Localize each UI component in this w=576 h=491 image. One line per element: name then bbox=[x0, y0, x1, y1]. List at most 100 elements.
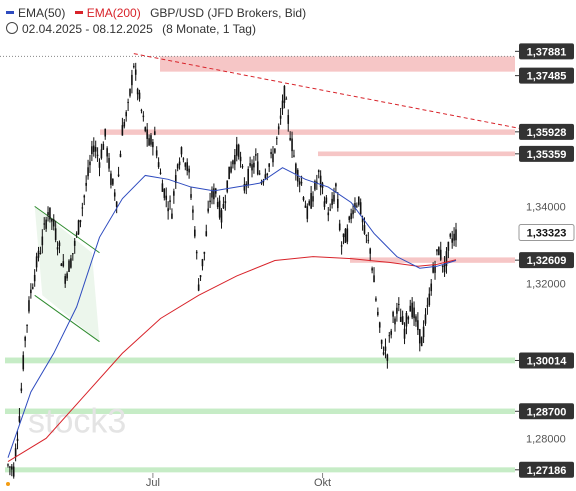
candle-body bbox=[173, 191, 175, 196]
level-label-box bbox=[519, 123, 574, 140]
candle-body bbox=[335, 183, 337, 187]
candle-body bbox=[92, 145, 95, 152]
resistance-zone-132609 bbox=[350, 257, 515, 263]
candle-body bbox=[234, 155, 236, 165]
candle-body bbox=[287, 115, 290, 124]
candle-body bbox=[451, 238, 453, 243]
candle-body bbox=[159, 172, 162, 174]
candle-body bbox=[155, 150, 158, 156]
candle-body bbox=[213, 188, 215, 200]
candle-body bbox=[407, 316, 410, 320]
candle-body bbox=[323, 201, 326, 207]
candle-body bbox=[247, 168, 250, 186]
ema50-label: EMA(50) bbox=[18, 5, 66, 20]
clock-icon bbox=[6, 22, 18, 34]
candle-body bbox=[237, 144, 240, 157]
candle-body bbox=[300, 182, 303, 184]
candle-body bbox=[222, 204, 225, 209]
candle-body bbox=[70, 258, 72, 268]
candle-body bbox=[104, 128, 107, 137]
instrument-label: GBP/USD (JFD Brokers, Bid) bbox=[150, 5, 307, 20]
candle-body bbox=[75, 233, 78, 235]
candle-body bbox=[9, 466, 11, 468]
candle-body bbox=[228, 166, 230, 180]
candle-body bbox=[123, 121, 126, 127]
candle-body bbox=[249, 163, 251, 166]
candle-body bbox=[329, 209, 331, 211]
candle-body bbox=[73, 240, 76, 246]
candle-body bbox=[256, 161, 259, 175]
candle-body bbox=[251, 164, 253, 171]
candle-body bbox=[33, 274, 36, 282]
candle-body bbox=[169, 200, 171, 203]
candle-body bbox=[357, 196, 360, 205]
candle-body bbox=[264, 174, 267, 179]
level-label: 1,35928 bbox=[527, 127, 567, 139]
candle-body bbox=[436, 249, 438, 252]
candle-body bbox=[133, 65, 135, 68]
ema200-line bbox=[7, 256, 457, 462]
support-zone-130014 bbox=[5, 357, 515, 364]
candle-body bbox=[266, 173, 269, 176]
candle-body bbox=[352, 210, 354, 215]
ema200-label: EMA(200) bbox=[86, 5, 141, 20]
candle-body bbox=[176, 164, 179, 169]
candle-body bbox=[449, 234, 452, 237]
y-tick-label: 1,28000 bbox=[526, 433, 566, 445]
candle-body bbox=[350, 213, 352, 220]
candle-body bbox=[279, 115, 282, 119]
candle-body bbox=[255, 154, 257, 156]
candle-body bbox=[258, 173, 261, 175]
candle-body bbox=[7, 464, 9, 466]
range-note: (8 Monate, 1 Tag) bbox=[162, 22, 256, 36]
candle-body bbox=[298, 181, 301, 185]
candle-body bbox=[108, 158, 110, 169]
current-price-label: 1,33323 bbox=[527, 228, 567, 240]
candle-body bbox=[371, 268, 373, 271]
candle-body bbox=[392, 311, 394, 317]
candle-body bbox=[354, 203, 356, 209]
candle-body bbox=[110, 173, 112, 185]
trend-channel-lower bbox=[34, 294, 100, 343]
candle-body bbox=[274, 148, 276, 153]
candle-body bbox=[281, 100, 284, 109]
candle-body bbox=[430, 283, 433, 292]
candle-body bbox=[100, 149, 103, 159]
candle-body bbox=[54, 228, 57, 240]
candle-body bbox=[218, 200, 221, 218]
candle-body bbox=[302, 197, 305, 201]
candle-body bbox=[49, 207, 51, 220]
level-label-box bbox=[519, 352, 574, 369]
candle-body bbox=[239, 156, 242, 162]
candle-body bbox=[390, 330, 392, 335]
candle-body bbox=[14, 448, 17, 458]
candle-body bbox=[291, 138, 293, 152]
candle-body bbox=[346, 228, 349, 242]
candle-body bbox=[224, 201, 227, 204]
candle-body bbox=[230, 166, 232, 173]
ema200-swatch bbox=[74, 11, 83, 15]
candle-body bbox=[418, 329, 421, 344]
candle-body bbox=[373, 275, 375, 283]
candle-body bbox=[56, 247, 59, 250]
resistance-zone-135359 bbox=[318, 151, 515, 157]
candle-body bbox=[24, 337, 26, 341]
candle-body bbox=[283, 85, 286, 103]
candle-body bbox=[445, 251, 448, 267]
candle-body bbox=[359, 202, 362, 215]
level-label-box bbox=[519, 43, 574, 60]
session-marker-icon bbox=[6, 482, 10, 486]
candle-body bbox=[308, 201, 311, 205]
candle-body bbox=[83, 195, 86, 198]
level-label: 1,37485 bbox=[527, 71, 567, 83]
candle-body bbox=[47, 212, 49, 216]
level-label: 1,30014 bbox=[527, 355, 568, 367]
candle-body bbox=[424, 314, 427, 324]
candle-body bbox=[260, 181, 263, 184]
candle-body bbox=[382, 352, 385, 355]
resistance-zone-top bbox=[160, 56, 515, 72]
chart-subtitle: 02.04.2025 - 08.12.2025 (8 Monate, 1 Tag… bbox=[6, 22, 256, 36]
candle-body bbox=[232, 160, 234, 165]
